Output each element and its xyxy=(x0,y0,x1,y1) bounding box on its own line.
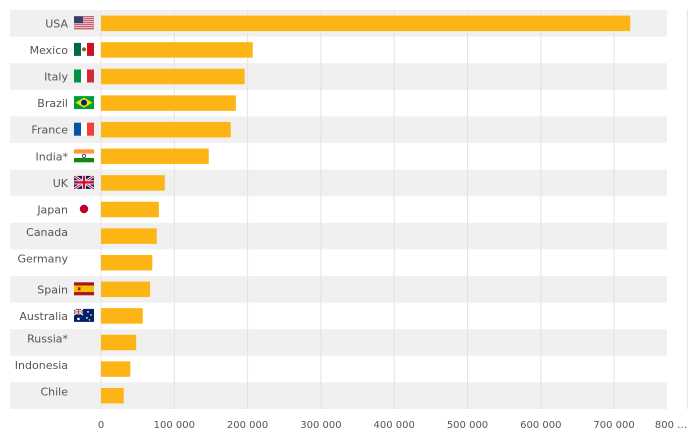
bar-france xyxy=(101,121,231,138)
bar-uk xyxy=(101,175,165,191)
category-label: Italy xyxy=(44,71,68,84)
flag-mexico-icon xyxy=(74,42,94,56)
bar-spain xyxy=(101,281,151,298)
x-tick-label: 500 000 xyxy=(447,420,488,431)
bar-russia xyxy=(101,334,137,351)
x-tick-label: 700 000 xyxy=(593,420,634,431)
flag-spain-icon xyxy=(74,282,94,296)
flag-brazil-icon xyxy=(74,96,94,110)
bar-india xyxy=(101,148,209,165)
category-label: USA xyxy=(45,17,68,30)
bars xyxy=(101,15,631,404)
flag-italy-icon xyxy=(74,69,94,83)
x-tick-label: 0 xyxy=(98,420,104,431)
bar-usa xyxy=(101,15,631,32)
flag-icons xyxy=(73,16,95,322)
x-tick-label: 100 000 xyxy=(154,420,195,431)
category-label: Spain xyxy=(37,283,68,296)
x-tick-label: 800 … xyxy=(655,420,687,431)
flag-japan-icon xyxy=(79,204,89,214)
bar-italy xyxy=(101,68,245,85)
category-label: France xyxy=(31,124,68,137)
flag-france-icon xyxy=(74,122,94,136)
category-label: Russia* xyxy=(27,333,68,346)
category-label: UK xyxy=(53,177,69,190)
x-tick-label: 300 000 xyxy=(300,420,341,431)
category-label: Brazil xyxy=(37,97,68,110)
bar-brazil xyxy=(101,95,236,111)
bar-germany xyxy=(101,254,153,271)
category-label: Indonesia xyxy=(15,359,68,372)
flag-india-icon xyxy=(74,149,94,163)
category-label: Japan xyxy=(36,204,68,217)
x-tick-label: 400 000 xyxy=(374,420,415,431)
bar-chile xyxy=(101,387,124,404)
flag-australia-icon xyxy=(73,308,94,322)
category-label: Chile xyxy=(40,386,68,399)
bar-canada xyxy=(101,228,157,244)
bar-australia xyxy=(101,308,143,324)
category-label: Germany xyxy=(17,253,68,266)
x-axis-ticks: 0 100 000 200 000 300 000 400 000 500 000 600 … xyxy=(98,420,687,431)
flag-usa-icon xyxy=(74,16,94,30)
bar-mexico xyxy=(101,42,253,58)
category-labels: USA Mexico Italy Brazil France India* UK Japan C… xyxy=(15,17,69,398)
category-label: India* xyxy=(36,150,69,163)
bar-japan xyxy=(101,201,159,218)
x-tick-label: 600 000 xyxy=(520,420,561,431)
bar-indonesia xyxy=(101,361,131,377)
category-label: Mexico xyxy=(30,44,69,57)
category-label: Canada xyxy=(26,226,68,239)
flag-uk-icon xyxy=(73,174,95,190)
x-tick-label: 200 000 xyxy=(227,420,268,431)
category-label: Australia xyxy=(19,310,68,323)
